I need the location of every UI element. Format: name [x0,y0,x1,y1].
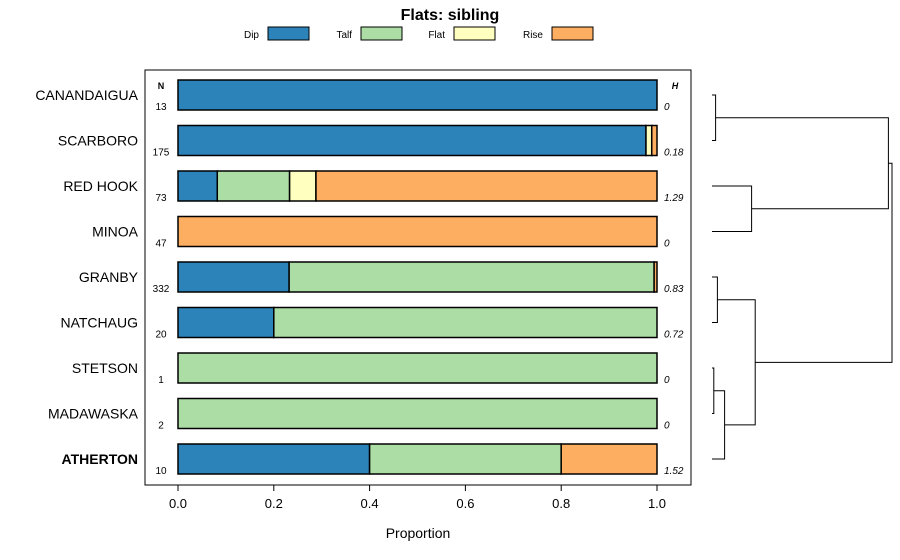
bar-red-hook-dip [177,170,219,202]
bar-minoa-rise [177,215,658,248]
legend-swatch-dip [267,26,310,41]
x-tick-label-0-4: 0.4 [361,496,379,511]
dendrogram-merge-6 [717,299,756,426]
bar-stetson-talf [177,352,658,384]
category-label-madawaska: MADAWASKA [48,406,139,422]
bar-red-hook-flat [288,170,317,202]
chart-title: Flats: sibling [401,7,500,24]
n-value-madawaska: 2 [158,421,164,432]
dendrogram-merge-3 [712,276,718,323]
bar-scarboro-flat [645,124,653,157]
n-value-minoa: 47 [155,239,167,250]
category-label-canandaigua: CANANDAIGUA [35,87,138,103]
bar-granby-dip [177,261,290,293]
n-value-canandaigua: 13 [155,102,167,113]
category-label-red-hook: RED HOOK [63,178,138,194]
h-value-madawaska: 0 [664,421,670,432]
category-label-natchaug: NATCHAUG [60,315,138,331]
bar-scarboro-rise [650,124,658,157]
legend-label-flat: Flat [428,30,445,41]
h-values: 0 0.18 1.29 0 0.83 0.72 0 0 1.52 [664,102,684,477]
legend-swatch-flat [453,26,496,41]
bar-red-hook-rise [315,170,658,202]
bar-red-hook-talf [216,170,291,202]
x-tick-label-0-0: 0.0 [169,496,187,511]
bar-scarboro-dip [177,124,647,157]
h-value-canandaigua: 0 [664,102,670,113]
h-value-minoa: 0 [664,239,670,250]
bar-canandaigua-dip [177,79,658,111]
x-tick-label-0-6: 0.6 [456,496,474,511]
plot-panel [144,69,692,486]
h-header: H [672,81,679,91]
x-axis: 0.0 0.2 0.4 0.6 0.8 1.0 [169,485,666,511]
n-value-natchaug: 20 [155,330,167,341]
bar-granby-rise [653,261,658,293]
x-tick-label-1-0: 1.0 [648,496,666,511]
category-label-stetson: STETSON [72,360,138,376]
bar-natchaug-talf [273,306,658,339]
x-tick-label-0-2: 0.2 [265,496,283,511]
bar-madawaska-talf [177,397,658,430]
category-label-minoa: MINOA [92,224,139,240]
dendrogram-merge-2 [712,185,753,232]
bar-atherton-talf [368,443,562,475]
legend-swatch-talf [360,26,403,41]
x-tick-label-0-8: 0.8 [552,496,570,511]
dendrogram-merge-8 [755,162,893,363]
h-value-stetson: 0 [664,375,670,386]
bar-atherton-dip [177,443,371,475]
category-label-granby: GRANBY [79,269,139,285]
legend-label-rise: Rise [523,30,543,41]
n-value-stetson: 1 [158,375,164,386]
x-axis-label: Proportion [386,525,451,541]
h-value-scarboro: 0.18 [664,148,684,159]
n-value-atherton: 10 [155,466,167,477]
bar-granby-talf [288,261,655,293]
n-header: N [158,81,165,91]
legend-label-dip: Dip [244,30,259,41]
h-value-natchaug: 0.72 [664,330,684,341]
category-label-atherton: ATHERTON [62,451,138,467]
bars-group [177,79,658,475]
dendrogram-merge-7 [715,117,889,210]
legend: Dip Talf Flat Rise [244,26,594,41]
category-label-scarboro: SCARBORO [58,133,138,149]
dendrogram-merge-1 [712,94,717,141]
h-value-atherton: 1.52 [664,466,684,477]
bar-atherton-rise [560,443,658,475]
legend-label-talf: Talf [336,30,352,41]
legend-swatch-rise [551,26,594,41]
dendrogram [712,94,893,460]
category-labels: CANANDAIGUA SCARBORO RED HOOK MINOA GRANBY NA… [35,87,138,467]
h-value-red-hook: 1.29 [664,193,684,204]
h-value-granby: 0.83 [664,284,684,295]
n-value-granby: 332 [153,284,170,295]
n-value-scarboro: 175 [153,148,170,159]
dendrogram-merge-4 [712,367,715,414]
n-value-red-hook: 73 [155,193,167,204]
bar-natchaug-dip [177,306,275,339]
n-values: 13 175 73 47 332 20 1 2 10 [153,102,170,477]
